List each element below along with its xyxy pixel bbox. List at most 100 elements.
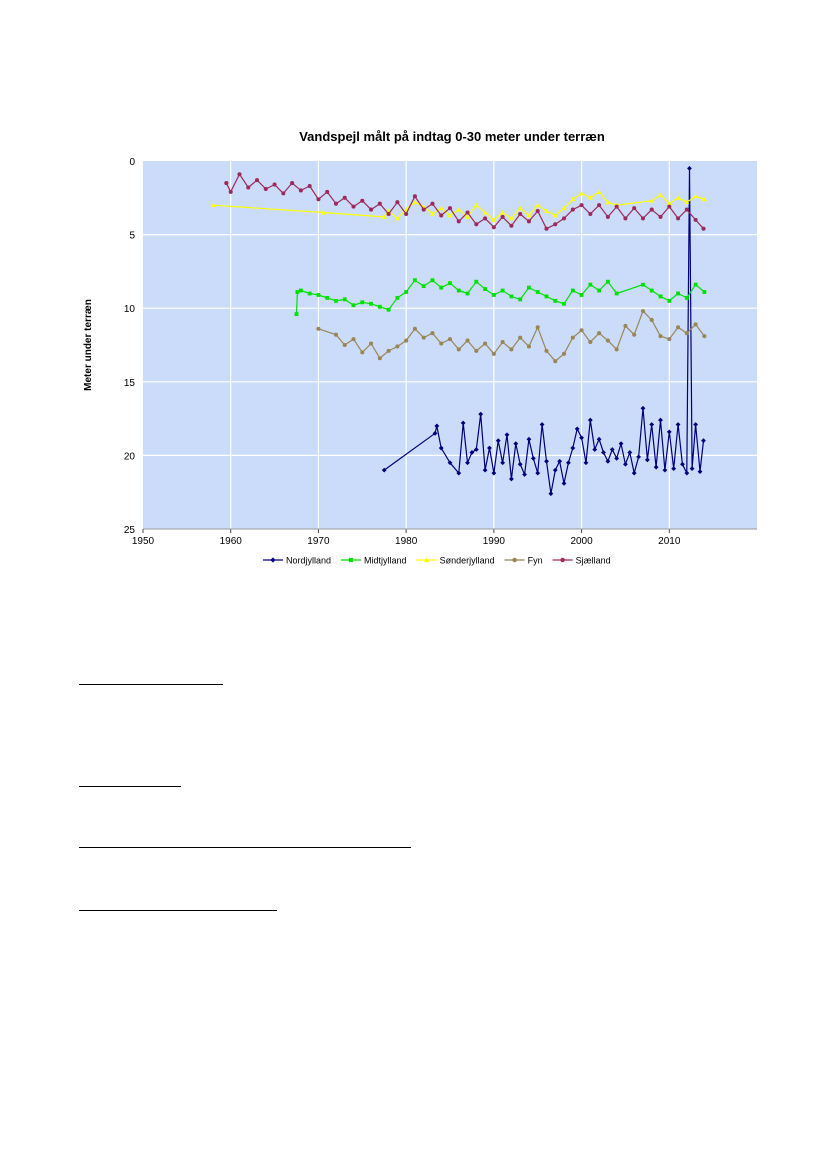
data-point-sjaelland <box>605 214 610 219</box>
data-point-nordjylland <box>381 467 387 473</box>
data-point-nordjylland <box>561 480 567 486</box>
x-tick-label: 1960 <box>220 536 243 547</box>
data-point-nordjylland <box>618 441 624 447</box>
data-point-midtjylland <box>518 297 523 302</box>
data-point-sjaelland <box>369 207 374 212</box>
data-point-soenderjylland <box>473 202 479 208</box>
data-point-soenderjylland <box>320 210 326 215</box>
data-point-nordjylland <box>640 405 646 411</box>
data-point-nordjylland <box>495 438 501 444</box>
legend-swatch-marker <box>423 557 430 563</box>
data-point-sjaelland <box>456 219 461 224</box>
data-point-soenderjylland <box>381 214 387 219</box>
legend-item-nordjylland: Nordjylland <box>263 556 331 566</box>
data-point-soenderjylland <box>693 193 698 199</box>
data-point-nordjylland <box>447 460 453 466</box>
data-point-midtjylland <box>395 295 400 300</box>
legend-item-sjaelland: Sjælland <box>552 556 611 566</box>
data-point-nordjylland <box>609 447 615 452</box>
data-point-nordjylland <box>680 461 685 467</box>
data-point-nordjylland <box>438 445 444 451</box>
data-point-fyn <box>667 337 672 342</box>
data-point-soenderjylland <box>500 210 506 215</box>
data-point-sjaelland <box>447 206 453 211</box>
data-point-sjaelland <box>386 211 391 217</box>
data-point-midtjylland <box>702 290 707 294</box>
data-point-sjaelland <box>377 201 382 206</box>
data-point-sjaelland <box>412 194 417 199</box>
data-point-nordjylland <box>552 467 558 473</box>
series-midtjylland <box>294 278 707 317</box>
data-point-nordjylland <box>548 491 554 497</box>
axis-ticks: 1950 1960 1970 1980 1990 2000 2010 0 5 10 15 20 25 <box>124 157 757 547</box>
data-point-soenderjylland <box>587 195 593 200</box>
data-point-midtjylland <box>667 298 672 303</box>
y-tick-label: 20 <box>124 451 136 462</box>
data-point-nordjylland <box>701 438 706 444</box>
data-point-soenderjylland <box>675 195 681 200</box>
data-point-nordjylland <box>658 417 663 423</box>
data-point-midtjylland <box>491 293 496 297</box>
data-point-sjaelland <box>316 197 321 202</box>
data-point-sjaelland <box>649 207 654 212</box>
x-tick-label: 1980 <box>395 536 418 547</box>
data-point-sjaelland <box>535 209 540 214</box>
data-point-soenderjylland <box>535 202 541 208</box>
data-point-midtjylland <box>527 285 531 290</box>
data-point-nordjylland <box>517 461 523 467</box>
data-point-sjaelland <box>342 195 347 200</box>
data-point-sjaelland <box>614 204 619 209</box>
data-point-nordjylland <box>583 460 589 466</box>
data-point-fyn <box>491 351 496 356</box>
data-point-midtjylland <box>553 298 558 303</box>
data-point-nordjylland <box>500 460 506 466</box>
legend-label-nordjylland: Nordjylland <box>286 556 331 566</box>
data-point-fyn <box>623 323 628 328</box>
data-point-sjaelland <box>474 222 479 227</box>
data-point-sjaelland <box>246 185 251 190</box>
data-point-soenderjylland <box>544 208 549 213</box>
data-point-fyn <box>632 332 637 337</box>
data-point-nordjylland <box>469 450 475 455</box>
data-point-nordjylland <box>460 420 466 426</box>
data-point-sjaelland <box>333 201 339 206</box>
underline-rule-2 <box>79 786 181 787</box>
data-point-sjaelland <box>298 188 303 193</box>
data-point-midtjylland <box>307 291 312 296</box>
data-point-nordjylland <box>539 422 545 427</box>
data-point-nordjylland <box>671 466 677 472</box>
data-point-nordjylland <box>570 445 576 451</box>
data-point-midtjylland <box>351 303 356 308</box>
data-point-midtjylland <box>456 288 461 293</box>
data-point-sjaelland <box>561 216 567 221</box>
data-point-nordjylland <box>687 165 692 171</box>
data-point-midtjylland <box>386 307 391 312</box>
data-point-fyn <box>640 309 646 314</box>
data-point-sjaelland <box>623 216 628 221</box>
data-point-nordjylland <box>631 470 637 476</box>
data-point-soenderjylland <box>456 207 462 212</box>
data-point-sjaelland <box>667 204 672 209</box>
data-point-nordjylland <box>487 445 492 451</box>
data-point-fyn <box>658 334 663 339</box>
series-sjaelland <box>224 172 706 231</box>
chart-title: Vandspejl målt på indtag 0-30 meter unde… <box>299 129 605 144</box>
data-point-fyn <box>421 335 426 340</box>
data-point-sjaelland <box>588 211 593 217</box>
data-point-fyn <box>395 344 400 349</box>
data-point-midtjylland <box>535 290 540 294</box>
data-point-fyn <box>544 348 549 353</box>
data-point-soenderjylland <box>447 213 453 218</box>
data-point-nordjylland <box>566 460 571 466</box>
data-point-soenderjylland <box>394 216 400 221</box>
data-point-sjaelland <box>483 216 488 221</box>
data-point-midtjylland <box>342 297 347 302</box>
data-point-sjaelland <box>404 211 409 217</box>
data-point-sjaelland <box>658 214 663 219</box>
data-point-soenderjylland <box>465 214 470 219</box>
data-point-nordjylland <box>432 430 438 436</box>
x-tick-label: 2000 <box>570 536 593 547</box>
y-tick-label: 25 <box>124 525 136 536</box>
data-point-sjaelland <box>491 225 496 230</box>
data-point-midtjylland <box>483 287 488 291</box>
